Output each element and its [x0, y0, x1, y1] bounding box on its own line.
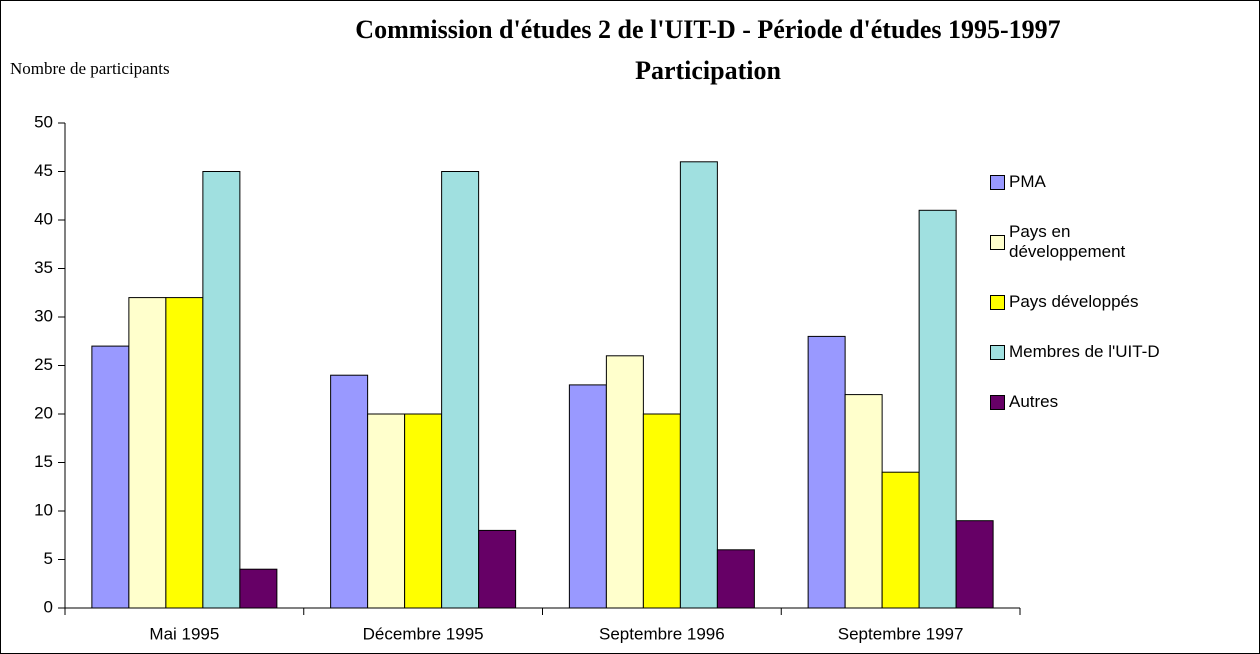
legend-item: Membres de l'UIT-D — [990, 342, 1170, 362]
bar — [441, 171, 480, 609]
bar — [404, 413, 443, 609]
bar — [367, 413, 406, 609]
legend-label: Membres de l'UIT-D — [1009, 342, 1160, 361]
bar — [478, 529, 517, 609]
legend-swatch — [990, 394, 1005, 410]
y-tick-label: 0 — [44, 597, 53, 616]
chart-subtitle: Participation — [635, 56, 781, 85]
y-tick-label: 10 — [34, 500, 53, 519]
y-tick-label: 35 — [34, 258, 53, 277]
legend-label: Pays en développement — [1009, 222, 1126, 261]
legend-label: Autres — [1009, 392, 1059, 411]
legend-item: PMA — [990, 172, 1170, 192]
legend-label: Pays développés — [1009, 292, 1139, 311]
bar — [128, 297, 167, 609]
legend-swatch — [990, 294, 1005, 310]
x-tick-label: Décembre 1995 — [363, 624, 484, 643]
bar — [918, 209, 957, 609]
legend-swatch — [990, 344, 1005, 360]
bar — [679, 161, 718, 609]
bar — [642, 413, 681, 609]
y-tick-label: 45 — [34, 161, 53, 180]
legend-swatch — [990, 174, 1005, 190]
y-tick-label: 15 — [34, 452, 53, 471]
bar — [605, 355, 644, 609]
x-tick-label: Septembre 1996 — [599, 624, 725, 643]
y-tick-label: 20 — [34, 403, 53, 422]
bar — [568, 384, 607, 609]
bar — [844, 394, 883, 609]
y-tick-label: 5 — [44, 549, 53, 568]
chart-title: Commission d'études 2 de l'UIT-D - Pério… — [355, 15, 1060, 44]
bar — [807, 335, 846, 609]
y-tick-label: 25 — [34, 355, 53, 374]
bar — [202, 171, 241, 609]
y-tick-label: 40 — [34, 209, 53, 228]
bar — [955, 520, 994, 609]
y-tick-label: 30 — [34, 306, 53, 325]
legend-swatch — [990, 234, 1005, 250]
legend-label: PMA — [1009, 172, 1046, 191]
bar — [239, 568, 278, 609]
legend-item: Autres — [990, 392, 1170, 412]
bar — [881, 471, 920, 609]
bar — [91, 345, 130, 609]
legend: PMA Pays en développement Pays développés M… — [990, 172, 1170, 442]
bar — [330, 374, 369, 609]
bar — [165, 297, 204, 609]
y-tick-label: 50 — [34, 112, 53, 131]
y-axis-label: Nombre de participants — [10, 59, 170, 78]
bar — [716, 549, 755, 609]
x-tick-label: Septembre 1997 — [838, 624, 964, 643]
x-tick-label: Mai 1995 — [149, 624, 219, 643]
legend-item: Pays en développement — [990, 222, 1170, 262]
legend-item: Pays développés — [990, 292, 1170, 312]
